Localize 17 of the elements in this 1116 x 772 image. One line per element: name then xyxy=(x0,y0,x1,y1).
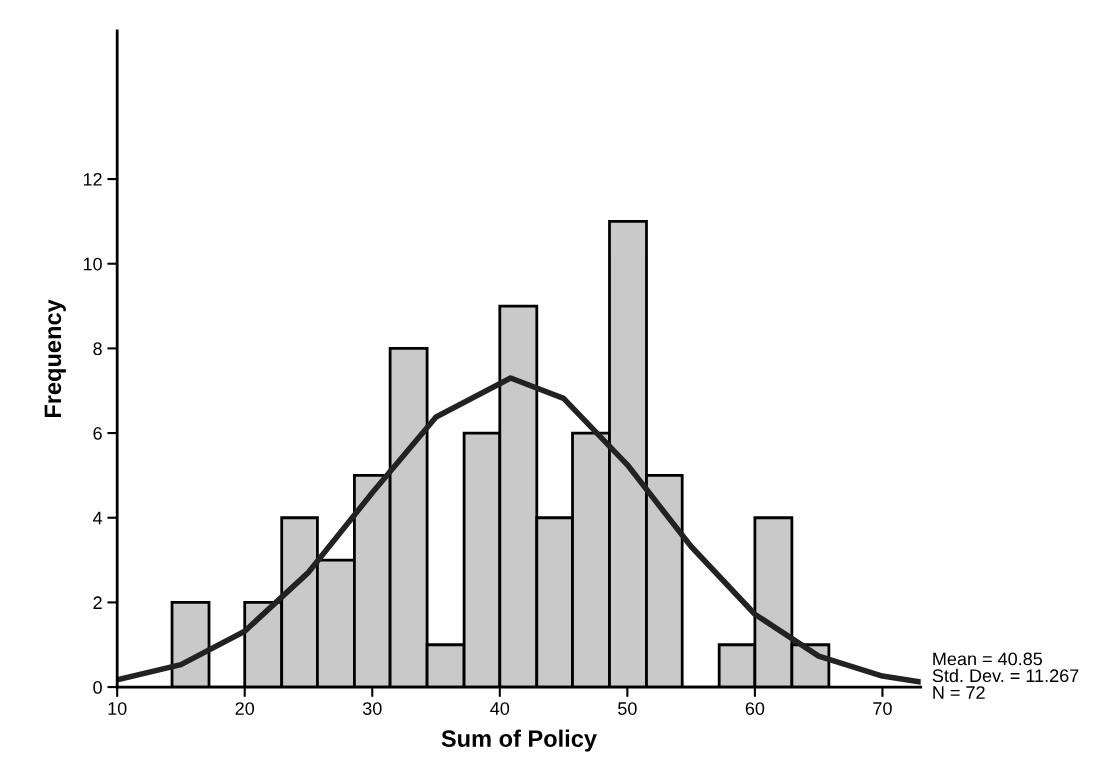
x-axis-title: Sum of Policy xyxy=(441,729,597,752)
y-tick-label: 0 xyxy=(93,681,102,694)
x-tick-label: 30 xyxy=(362,702,382,715)
x-tick-label: 40 xyxy=(490,702,510,715)
y-tick-label: 10 xyxy=(83,257,102,271)
x-tick-label: 50 xyxy=(618,702,637,715)
x-tick-label: 60 xyxy=(745,702,765,715)
y-tick-label: 8 xyxy=(93,342,102,356)
y-tick-label: 2 xyxy=(93,596,102,609)
y-axis-title: Frequency xyxy=(44,299,66,418)
text: Mean = 40.85 Std. Dev. = 11.267 N = 72 xyxy=(932,652,1079,699)
y-tick-label: 4 xyxy=(92,511,103,525)
x-tick-label: 20 xyxy=(235,702,255,715)
y-tick-label: 12 xyxy=(83,172,102,186)
x-tick-label: 70 xyxy=(873,702,892,715)
x-tick-label: 10 xyxy=(108,702,127,715)
y-tick-label: 6 xyxy=(93,427,102,440)
